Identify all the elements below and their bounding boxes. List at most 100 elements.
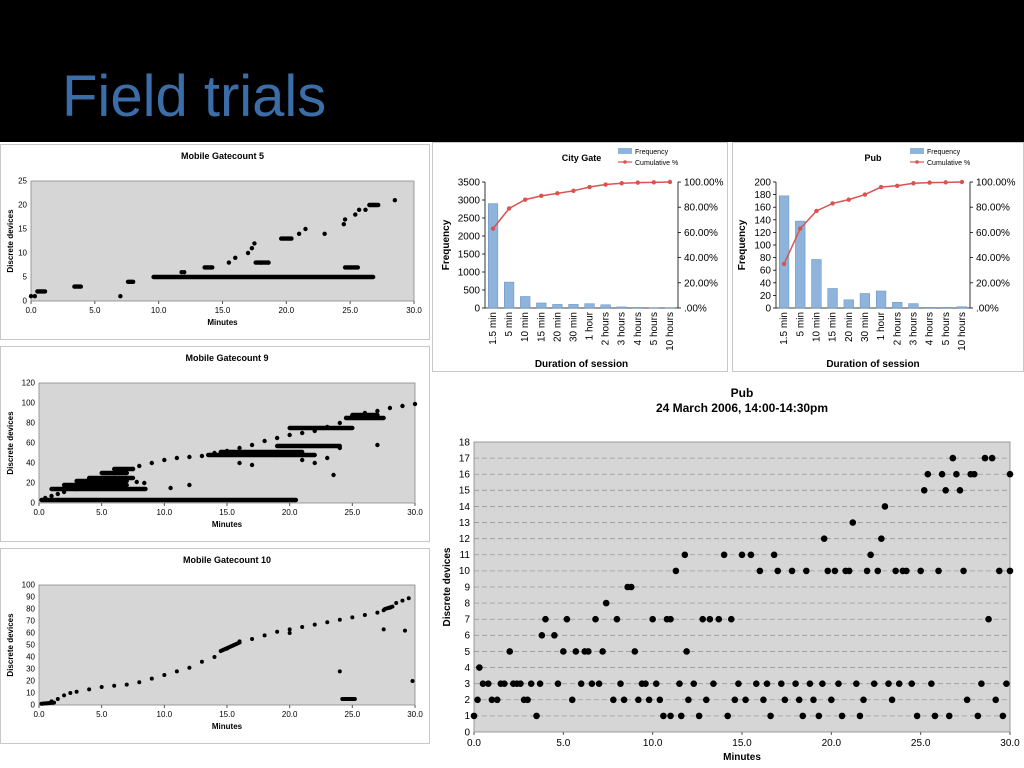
x-category-label: 20 min xyxy=(552,312,563,342)
data-point xyxy=(667,615,674,623)
data-point xyxy=(174,455,180,461)
data-point xyxy=(406,596,411,601)
bar-frequency xyxy=(843,299,854,309)
x-category-label: 3 hours xyxy=(908,312,919,345)
data-point xyxy=(250,637,255,641)
data-point xyxy=(995,567,1003,575)
data-point xyxy=(538,632,546,639)
y-tick-label: 13 xyxy=(459,518,471,529)
data-point xyxy=(602,599,610,607)
data-point xyxy=(237,460,242,466)
data-point xyxy=(517,680,524,687)
y2-tick-label: .00% xyxy=(976,304,999,315)
chart-title: Mobile Gatecount 10 xyxy=(183,555,271,565)
data-point xyxy=(752,680,760,687)
y-tick-label: 20 xyxy=(760,291,772,302)
data-point xyxy=(815,712,823,720)
data-point xyxy=(252,241,257,246)
bar-frequency xyxy=(940,307,951,309)
x-tick-label: 20.0 xyxy=(282,508,298,517)
x-category-label: 5 min xyxy=(795,312,806,336)
data-point xyxy=(62,693,67,698)
chart-svg: Mobile Gatecount 5 0 5 10 15 20 25 0.0 5.0 10.0 15… xyxy=(6,151,422,327)
data-point xyxy=(770,551,778,559)
data-point xyxy=(599,648,606,655)
data-point xyxy=(560,648,567,655)
legend-label-frequency: Frequency xyxy=(635,149,669,156)
y-tick-label: 0 xyxy=(31,701,36,710)
y-tick-label: 60 xyxy=(26,439,35,448)
y-tick-label: 0 xyxy=(474,304,480,315)
y-tick-label: 200 xyxy=(754,178,771,189)
data-point xyxy=(735,680,742,687)
bar-frequency xyxy=(552,304,563,309)
data-point xyxy=(992,696,1000,704)
x-tick-label: 0.0 xyxy=(467,738,481,749)
data-point xyxy=(187,482,192,488)
y-tick-label: 1000 xyxy=(458,268,481,279)
data-point xyxy=(1003,680,1010,687)
data-point xyxy=(134,479,139,485)
data-point xyxy=(878,535,885,542)
data-point xyxy=(956,487,964,494)
data-point xyxy=(488,696,496,704)
data-point xyxy=(375,442,380,448)
data-point xyxy=(137,463,142,469)
data-point xyxy=(312,622,317,627)
data-point xyxy=(387,405,393,411)
data-point xyxy=(375,408,380,414)
data-point xyxy=(938,470,946,478)
x-category-label: 3 hours xyxy=(617,312,628,345)
x-tick-label: 20.0 xyxy=(282,710,298,719)
point-cumulative xyxy=(943,180,948,185)
data-point xyxy=(806,680,814,687)
y-tick-label: 7 xyxy=(464,615,470,626)
x-tick-label: 25.0 xyxy=(342,306,358,315)
data-point xyxy=(387,605,392,610)
data-point xyxy=(287,432,292,438)
y2-tick-label: 100.00% xyxy=(684,178,724,189)
chart-pub-timeline: Pub 24 March 2006, 14:00-14:30pm 0 1 2 3 4 5 6 7 8… xyxy=(432,376,1024,768)
data-point xyxy=(888,696,896,704)
data-point xyxy=(312,460,317,466)
data-point xyxy=(892,567,899,575)
y-tick-label: 11 xyxy=(460,550,471,561)
legend-marker-cumulative xyxy=(623,160,627,164)
x-category-label: 15 min xyxy=(828,312,839,342)
chart-subtitle: 24 March 2006, 14:00-14:30pm xyxy=(656,401,828,415)
y-axis-label: Discrete devices xyxy=(6,613,15,677)
x-axis-label: Minutes xyxy=(723,752,761,763)
data-point xyxy=(533,712,540,720)
data-point xyxy=(874,567,882,575)
data-point xyxy=(168,485,173,491)
data-point xyxy=(676,680,683,687)
data-point xyxy=(803,567,810,575)
y-tick-label: 160 xyxy=(754,203,771,214)
data-point xyxy=(381,608,386,613)
y-tick-label: 90 xyxy=(26,593,35,602)
data-point xyxy=(470,712,478,720)
data-point xyxy=(645,696,653,704)
data-point xyxy=(199,659,204,664)
y-tick-label: 2500 xyxy=(458,214,481,225)
data-point xyxy=(760,696,767,704)
x-category-label: 2 hours xyxy=(601,312,612,345)
data-point xyxy=(249,246,255,251)
y-tick-label: 0 xyxy=(23,297,28,306)
y-tick-label: 4 xyxy=(464,663,470,674)
y-tick-label: 60 xyxy=(26,629,35,638)
chart-svg: Mobile Gatecount 10 0 10 20 30 40 50 60 70 80 90 10… xyxy=(6,555,423,731)
bar-frequency xyxy=(859,293,871,309)
x-tick-label: 10.0 xyxy=(157,508,173,517)
x-tick-label: 30.0 xyxy=(1000,738,1020,749)
data-point xyxy=(945,712,953,720)
data-point xyxy=(87,687,92,692)
y2-tick-label: 20.00% xyxy=(976,278,1010,289)
data-point xyxy=(237,445,242,451)
data-point xyxy=(731,696,739,704)
data-point xyxy=(237,639,242,644)
data-point xyxy=(476,664,483,671)
bar-frequency xyxy=(600,304,611,309)
data-point xyxy=(924,470,932,478)
data-point xyxy=(187,665,192,670)
